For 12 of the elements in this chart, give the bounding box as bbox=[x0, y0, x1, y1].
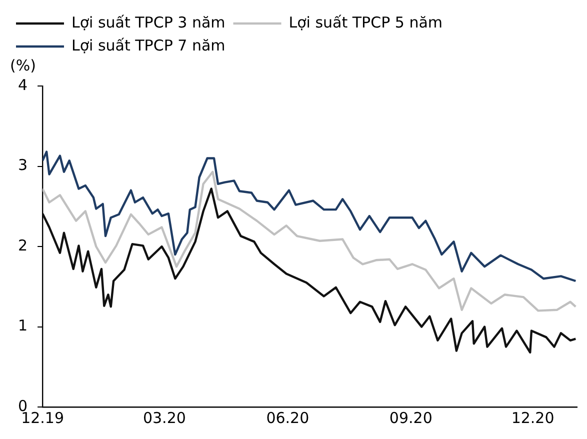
y-tick-label: 3 bbox=[18, 156, 28, 174]
y-tick-label: 4 bbox=[18, 76, 28, 94]
legend-label: Lợi suất TPCP 5 năm bbox=[288, 13, 442, 32]
x-tick-label: 09.20 bbox=[389, 408, 432, 427]
y-tick-label: 2 bbox=[18, 236, 28, 254]
y-axis-title: (%) bbox=[10, 56, 36, 74]
x-tick-label: 06.20 bbox=[266, 408, 310, 427]
legend-label: Lợi suất TPCP 3 năm bbox=[72, 13, 226, 32]
x-tick-label: 12.20 bbox=[511, 408, 554, 427]
x-tick-label: 03.20 bbox=[142, 408, 186, 427]
legend-label: Lợi suất TPCP 7 năm bbox=[72, 36, 226, 54]
y-tick-label: 1 bbox=[18, 316, 28, 335]
